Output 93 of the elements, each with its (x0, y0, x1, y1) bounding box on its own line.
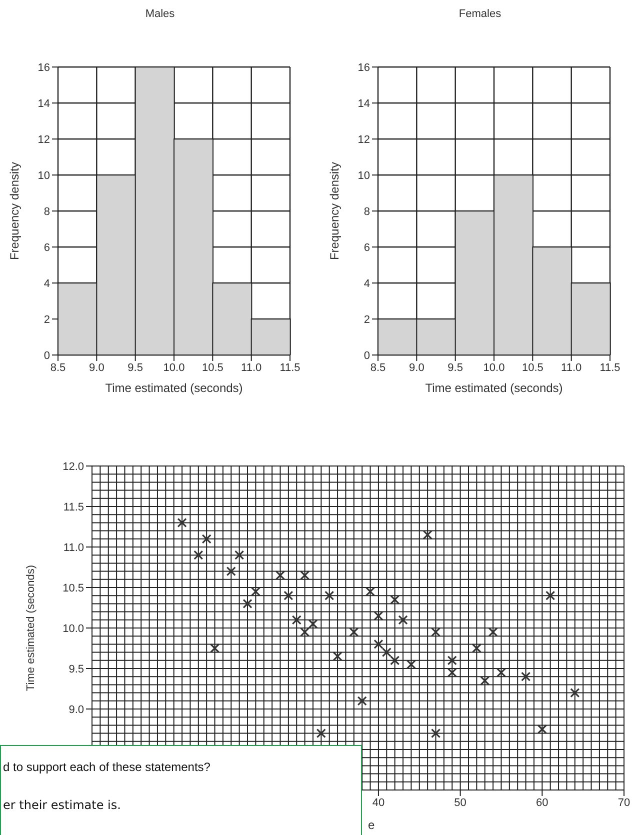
x-tick-label: 8.5 (50, 362, 66, 374)
point (324, 590, 334, 600)
point (357, 696, 367, 706)
y-tick-label: 8 (44, 206, 50, 218)
x-tick-label: 60 (536, 796, 548, 809)
x-tick-label: 8.5 (370, 362, 386, 374)
annotation: d to support each of these statements? (3, 760, 210, 774)
chart-title: Males (144, 8, 176, 20)
point (422, 530, 432, 540)
point (520, 672, 531, 682)
y-tick-label: 6 (44, 242, 50, 254)
y-tick-label: 9.5 (68, 663, 84, 676)
y-tick-label: 4 (44, 278, 50, 290)
y-axis-title: Time estimated (seconds) (24, 564, 37, 692)
y-tick-label: 14 (358, 98, 370, 110)
y-tick-label: 0 (44, 350, 50, 362)
point (430, 728, 441, 738)
point (382, 648, 392, 658)
point (374, 611, 384, 621)
x-tick-label: 9.5 (448, 362, 463, 374)
y-tick-label: 6 (364, 242, 370, 254)
y-tick-label: 11.0 (63, 542, 84, 554)
point (194, 550, 204, 560)
point (390, 656, 400, 666)
x-tick-label: 9.5 (128, 362, 143, 374)
y-tick-label: 16 (358, 62, 370, 74)
point (275, 570, 286, 580)
x-tick-label: 10.0 (483, 362, 505, 374)
y-tick-label: 10.0 (62, 622, 84, 635)
x-tick-label: 50 (454, 796, 466, 809)
point (472, 643, 482, 654)
point (365, 586, 376, 596)
x-tick-label: 70 (618, 796, 630, 809)
y-tick-label: 8 (364, 206, 370, 218)
point (300, 627, 310, 637)
y-tick-label: 10.5 (62, 582, 84, 594)
point (480, 676, 490, 686)
point (226, 566, 236, 576)
y-tick-label: 10 (358, 170, 370, 182)
point (250, 586, 260, 596)
y-tick-label: 10 (38, 170, 50, 182)
x-tick-label: 11.0 (561, 362, 582, 374)
point (447, 656, 457, 666)
point (390, 594, 400, 604)
y-tick-label: 14 (38, 98, 50, 110)
point (234, 550, 244, 560)
x-tick-label: 11.0 (241, 362, 262, 374)
x-tick-label: 11.5 (280, 362, 300, 374)
x-axis-title: e (368, 818, 375, 832)
point (374, 639, 384, 649)
point (316, 728, 326, 738)
x-axis-title: Time estimated (seconds) (425, 381, 563, 395)
point (308, 619, 318, 629)
y-axis-title: Frequency density (7, 162, 22, 260)
point (284, 590, 294, 600)
chart-title: Females (458, 8, 502, 20)
point (202, 534, 212, 544)
y-tick-label: 12 (358, 134, 370, 146)
x-tick-label: 10.5 (202, 362, 224, 374)
point (488, 627, 498, 637)
x-tick-label: 10.5 (522, 362, 544, 374)
x-tick-label: 40 (372, 796, 385, 809)
point (349, 627, 359, 637)
y-tick-label: 9.0 (68, 704, 84, 716)
point (570, 688, 580, 698)
point (496, 668, 506, 678)
note-box: d to support each of these statements? er their estimate is. (0, 745, 362, 835)
y-tick-label: 2 (364, 314, 370, 326)
x-tick-label: 9.0 (409, 362, 424, 374)
point (398, 615, 408, 625)
point (242, 598, 252, 608)
point (406, 660, 416, 670)
y-tick-label: 2 (44, 314, 50, 326)
x-tick-label: 11.5 (600, 362, 620, 374)
y-tick-label: 12 (38, 134, 50, 146)
point (210, 643, 220, 654)
y-tick-label: 12.0 (62, 460, 84, 473)
x-tick-label: 10.0 (163, 362, 185, 374)
y-tick-label: 4 (364, 278, 370, 290)
point (546, 590, 556, 600)
y-tick-label: 11.5 (63, 501, 84, 514)
y-axis-title: Frequency density (327, 162, 342, 260)
x-tick-label: 9.0 (89, 362, 104, 374)
point (537, 724, 547, 734)
point (300, 570, 310, 580)
point (430, 627, 441, 637)
point (332, 652, 342, 662)
point (177, 518, 187, 528)
y-tick-label: 16 (38, 62, 50, 74)
point (447, 668, 457, 678)
point (292, 615, 302, 625)
x-axis-title: Time estimated (seconds) (105, 381, 243, 395)
y-tick-label: 0 (364, 350, 370, 362)
